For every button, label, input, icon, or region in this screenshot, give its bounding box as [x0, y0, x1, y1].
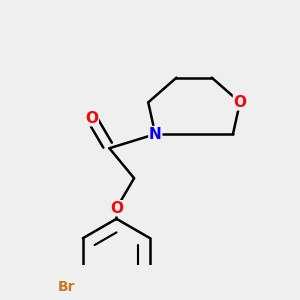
- Text: O: O: [85, 111, 98, 126]
- Text: N: N: [149, 127, 162, 142]
- Text: O: O: [233, 95, 247, 110]
- Text: Br: Br: [57, 280, 75, 294]
- Text: O: O: [110, 201, 123, 216]
